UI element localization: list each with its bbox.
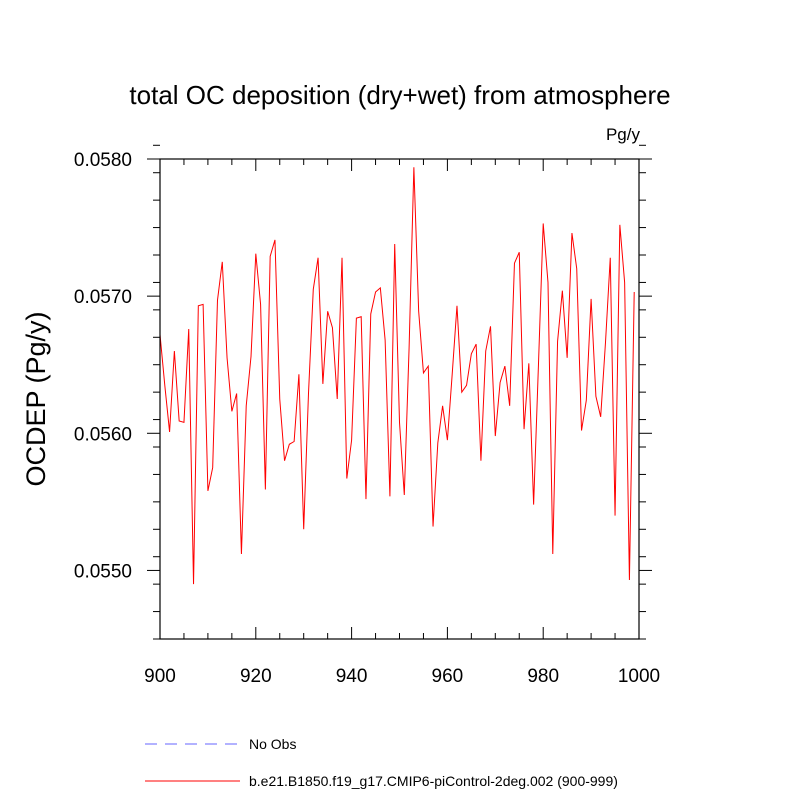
x-tick-label: 940 xyxy=(336,666,368,687)
y-tick-label: 0.0560 xyxy=(74,424,132,445)
chart-title: total OC deposition (dry+wet) from atmos… xyxy=(129,80,670,110)
x-tick-label: 1000 xyxy=(618,666,660,687)
x-tick-label: 920 xyxy=(240,666,272,687)
series-line-ocdep xyxy=(159,167,635,585)
legend: No Obs b.e21.B1850.f19_g17.CMIP6-piContr… xyxy=(145,736,618,789)
x-tick-label: 960 xyxy=(432,666,464,687)
units-label: Pg/y xyxy=(606,125,641,144)
x-tick-label: 980 xyxy=(527,666,559,687)
legend-label-no-obs: No Obs xyxy=(249,736,296,752)
y-tick-label: 0.0550 xyxy=(74,561,132,582)
plot-frame xyxy=(159,158,640,640)
x-tick-label: 900 xyxy=(144,666,176,687)
y-tick-label: 0.0580 xyxy=(74,150,132,171)
y-axis-label: OCDEP (Pg/y) xyxy=(21,311,51,486)
y-tick-label: 0.0570 xyxy=(74,287,132,308)
legend-label-model-run: b.e21.B1850.f19_g17.CMIP6-piControl-2deg… xyxy=(249,773,618,789)
